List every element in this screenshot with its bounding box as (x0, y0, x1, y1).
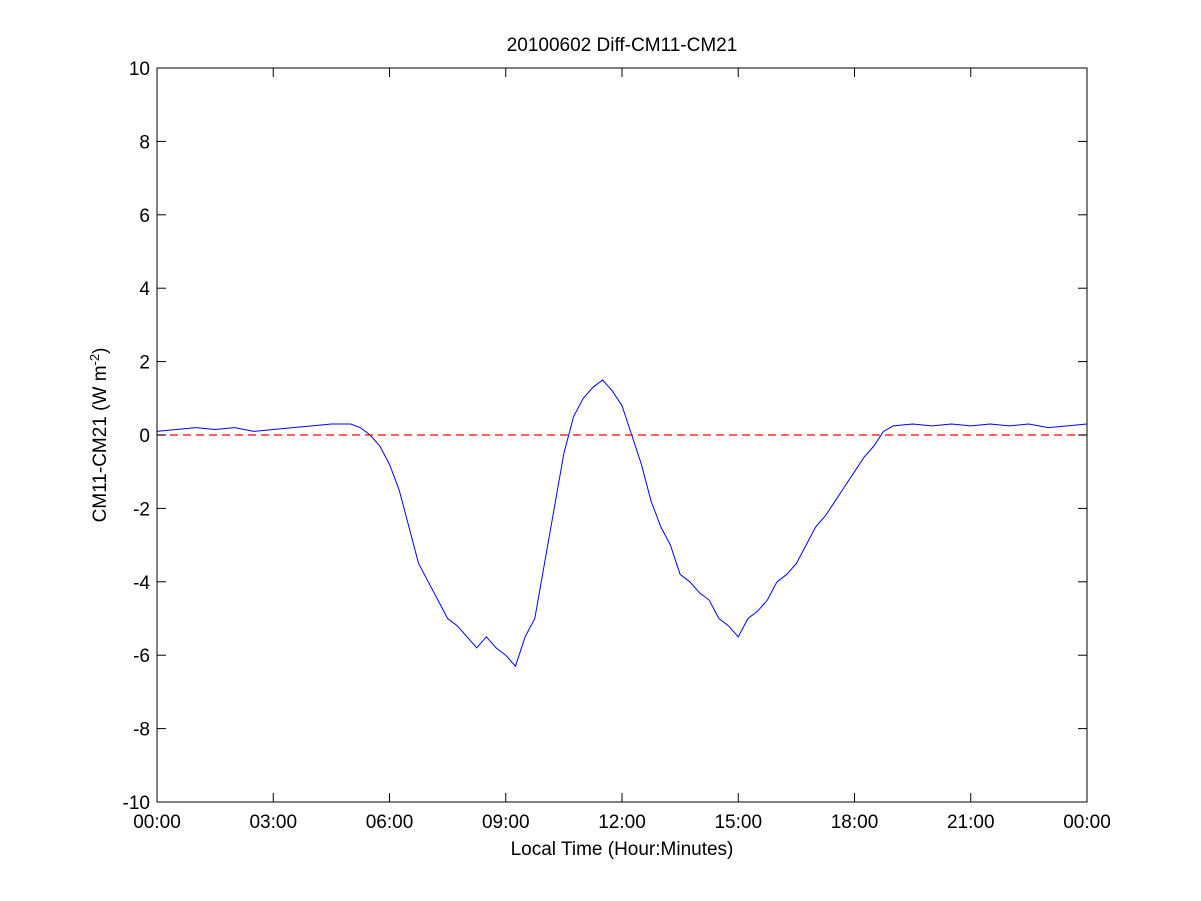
tick-labels: 00:00 03:00 06:00 09:00 12:00 15:00 18:00 21:00… (123, 59, 1111, 833)
x-tick-label: 06:00 (366, 812, 414, 833)
x-tick-label: 21:00 (947, 812, 995, 833)
y-axis-title: CM11-CM21 (W m-2) (87, 348, 112, 523)
x-tick-label: 12:00 (598, 812, 646, 833)
y-tick-label: -6 (133, 646, 150, 667)
chart-title: 20100602 Diff-CM11-CM21 (507, 35, 738, 56)
y-tick-label: 4 (139, 279, 150, 300)
y-tick-label: 2 (139, 353, 150, 374)
x-axis-title: Local Time (Hour:Minutes) (511, 839, 734, 860)
y-tick-label: 6 (139, 206, 150, 227)
y-axis-title-superscript: -2 (87, 354, 102, 366)
y-axis-title-close: ) (90, 348, 111, 354)
y-tick-label: -2 (133, 499, 150, 520)
y-tick-label: -4 (133, 573, 150, 594)
y-axis-title-main: CM11-CM21 (W m (90, 365, 111, 522)
axis-ticks (156, 67, 1088, 803)
series-group (157, 379, 1087, 668)
x-tick-label: 15:00 (714, 812, 762, 833)
y-tick-label: -8 (133, 720, 150, 741)
y-tick-label: -10 (123, 793, 150, 814)
x-tick-label: 00:00 (1063, 812, 1111, 833)
y-tick-label: 8 (139, 132, 150, 153)
series-line-0 (157, 379, 1087, 668)
x-tick-label: 09:00 (482, 812, 530, 833)
x-tick-label: 18:00 (831, 812, 879, 833)
x-tick-label: 03:00 (249, 812, 297, 833)
x-tick-label: 00:00 (133, 812, 181, 833)
y-tick-label: 10 (129, 59, 150, 80)
y-tick-label: 0 (139, 426, 150, 447)
